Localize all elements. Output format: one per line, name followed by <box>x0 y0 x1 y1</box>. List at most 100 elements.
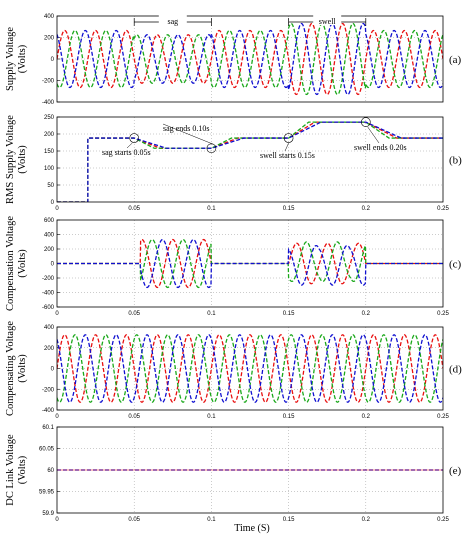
y-tick-label: 60 <box>47 468 54 474</box>
x-tick-label: 0.1 <box>207 517 216 523</box>
x-tick-label: 0.1 <box>207 206 216 212</box>
panel-label: (e) <box>449 465 462 477</box>
series-line-1 <box>57 238 443 289</box>
annotation-leader <box>126 142 133 149</box>
x-tick-label: 0.05 <box>128 414 140 420</box>
y-tick-label: 0 <box>51 57 55 63</box>
y-axis-label: RMS Supply Voltage <box>5 115 16 204</box>
x-tick-label: 0.2 <box>362 206 371 212</box>
annotation-label: swell ends 0.20s <box>354 143 407 152</box>
y-tick-label: 150 <box>44 149 55 155</box>
y-axis-unit: (Volts) <box>17 44 28 73</box>
x-tick-label: 0.05 <box>128 311 140 317</box>
x-tick-label: 0.15 <box>283 206 295 212</box>
y-tick-label: 0 <box>51 367 55 373</box>
series-line-3 <box>57 121 443 202</box>
x-tick-label: 0 <box>55 517 59 523</box>
y-tick-label: -400 <box>42 100 55 106</box>
series-line-2 <box>57 22 443 96</box>
y-axis-unit: (Volts) <box>17 354 28 383</box>
y-tick-label: -400 <box>42 291 55 297</box>
y-axis-unit: (Volts) <box>17 145 28 174</box>
y-axis-label: Supply Voltage <box>5 27 16 91</box>
x-tick-label: 0.15 <box>283 414 295 420</box>
annotation-bg <box>158 15 187 25</box>
annotation-label: sag <box>167 17 178 26</box>
x-axis-label: Time (S) <box>234 523 269 534</box>
y-tick-label: 0 <box>51 262 55 268</box>
panel-label: (d) <box>449 364 462 376</box>
x-tick-label: 0.2 <box>362 517 371 523</box>
y-tick-label: -200 <box>42 276 55 282</box>
x-tick-label: 0.05 <box>128 517 140 523</box>
annotation-marker <box>360 117 371 127</box>
y-tick-label: -200 <box>42 387 55 393</box>
series-line-1 <box>57 334 443 403</box>
x-tick-label: 0.2 <box>362 311 371 317</box>
x-tick-label: 0.1 <box>207 414 216 420</box>
y-tick-label: 200 <box>44 132 55 138</box>
y-tick-label: 0 <box>51 200 55 206</box>
y-tick-label: 200 <box>44 346 55 352</box>
x-tick-label: 0.25 <box>437 206 449 212</box>
series-group <box>57 238 443 289</box>
series-group <box>57 22 443 96</box>
y-axis-label: DC Link Voltage <box>5 434 16 506</box>
y-tick-label: -400 <box>42 408 55 414</box>
y-tick-label: 400 <box>44 325 55 331</box>
y-axis-label: Compensation Voltage <box>5 216 16 311</box>
y-tick-label: 60.05 <box>39 447 55 453</box>
annotation-label: swell <box>319 17 337 26</box>
plot-frame <box>56 15 444 103</box>
annotation-leader <box>284 142 289 152</box>
panel-label: (c) <box>449 259 462 271</box>
series-line-1 <box>57 22 443 96</box>
y-tick-label: 250 <box>44 115 55 121</box>
annotation-label: sag ends 0.10s <box>163 124 209 133</box>
series-group <box>57 334 443 403</box>
x-tick-label: 0 <box>55 414 59 420</box>
y-tick-label: 60.1 <box>42 425 54 431</box>
plot-frame <box>56 426 444 514</box>
annotation-label: swell starts 0.15s <box>260 151 315 160</box>
plot-frame <box>56 219 444 308</box>
series-line-3 <box>57 334 443 403</box>
annotation-marker <box>283 133 294 143</box>
plot-frame <box>56 326 444 411</box>
x-tick-label: 0.15 <box>283 311 295 317</box>
x-tick-label: 0.25 <box>437 311 449 317</box>
x-tick-label: 0.1 <box>207 311 216 317</box>
panel-label: (a) <box>449 54 462 66</box>
annotation-marker <box>206 143 217 154</box>
annotation-marker <box>129 133 139 143</box>
x-tick-label: 0.25 <box>437 414 449 420</box>
y-tick-label: 200 <box>44 36 55 42</box>
x-tick-label: 0.15 <box>283 517 295 523</box>
panel-b: 250 200 150 100 50 00 0.05 0.1 0.15 0.2 0.25 RMS Su… <box>5 115 462 212</box>
annotation-label: sag starts 0.05s <box>102 148 151 157</box>
y-tick-label: 200 <box>44 247 55 253</box>
x-tick-label: 0 <box>55 206 59 212</box>
y-tick-label: -600 <box>42 305 55 311</box>
y-tick-label: 100 <box>44 166 55 172</box>
y-tick-label: -200 <box>42 79 55 85</box>
y-axis-label: Compensating Voltage <box>5 321 16 416</box>
y-tick-label: 59.95 <box>39 490 55 496</box>
x-tick-label: 0.05 <box>128 206 140 212</box>
y-tick-label: 50 <box>47 183 54 189</box>
plot-frame <box>56 116 444 203</box>
annotation-leader <box>367 126 380 144</box>
x-tick-label: 0 <box>55 311 59 317</box>
panel-label: (b) <box>449 155 462 167</box>
series-line-3 <box>57 22 443 96</box>
y-axis-unit: (Volts) <box>17 455 28 484</box>
y-tick-label: 400 <box>44 233 55 239</box>
annotation-leader <box>162 123 214 145</box>
y-tick-label: 400 <box>44 14 55 20</box>
panel-a: 400 200 0 -200 -400 Supply Voltage (Volts) (a) s… <box>5 14 462 106</box>
y-tick-label: 600 <box>44 218 55 224</box>
x-tick-label: 0.25 <box>437 517 449 523</box>
